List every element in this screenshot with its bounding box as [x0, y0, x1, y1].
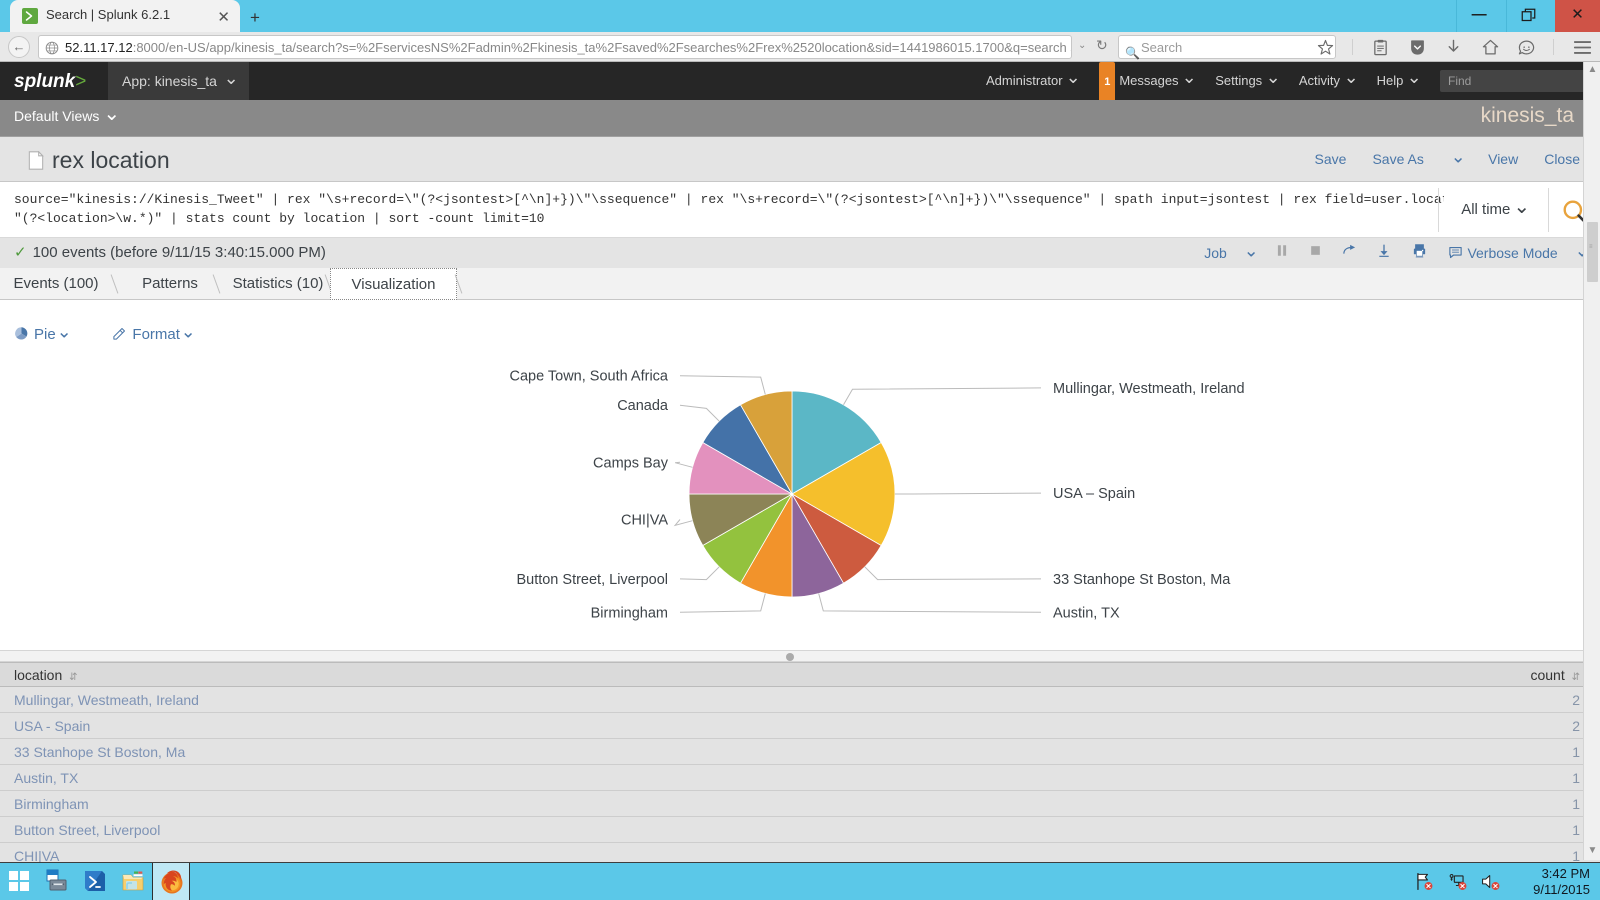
- svg-text:USA – Spain: USA – Spain: [1053, 486, 1135, 502]
- svg-text:Cape Town, South Africa: Cape Town, South Africa: [509, 369, 668, 385]
- svg-text:Canada: Canada: [617, 398, 669, 414]
- svg-text:Austin, TX: Austin, TX: [1053, 605, 1120, 621]
- svg-text:Button Street, Liverpool: Button Street, Liverpool: [516, 572, 668, 588]
- svg-text:Camps Bay: Camps Bay: [593, 455, 669, 471]
- svg-text:CHI|VA: CHI|VA: [621, 513, 668, 529]
- svg-text:Mullingar, Westmeath, Ireland: Mullingar, Westmeath, Ireland: [1053, 381, 1245, 397]
- svg-text:Birmingham: Birmingham: [591, 605, 668, 621]
- svg-text:33 Stanhope St Boston, Ma: 33 Stanhope St Boston, Ma: [1053, 572, 1231, 588]
